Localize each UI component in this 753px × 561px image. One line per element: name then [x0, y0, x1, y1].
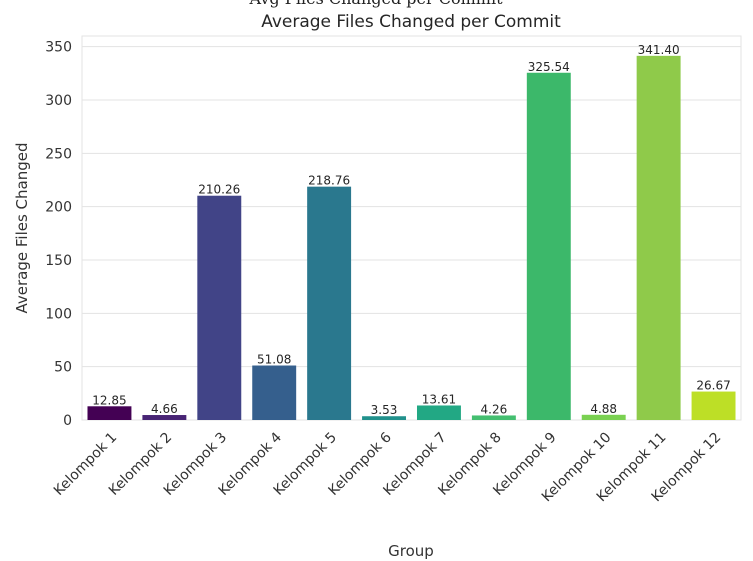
bars — [87, 55, 736, 421]
grid-lines — [82, 46, 741, 421]
bar-value-label: 218.76 — [308, 174, 350, 188]
bar-value-label: 4.88 — [590, 402, 617, 416]
bar-value-label: 341.40 — [638, 43, 680, 57]
bar — [87, 406, 132, 420]
bar — [471, 415, 516, 420]
y-axis-label: Average Files Changed — [13, 143, 31, 314]
y-tick-label: 250 — [45, 146, 72, 162]
clipped-caption: Avg Files Changed per Commit — [248, 0, 503, 8]
bar — [581, 414, 626, 420]
y-axis-ticks: 0 50 100 150 200 250 300 350 — [45, 40, 72, 429]
y-tick-label: 200 — [45, 200, 72, 216]
bar — [416, 405, 461, 420]
chart-title: Average Files Changed per Commit — [261, 12, 561, 32]
bar-value-label: 4.66 — [151, 402, 178, 416]
bar-value-label: 51.08 — [257, 353, 291, 367]
y-tick-label: 100 — [45, 306, 72, 322]
bar — [307, 186, 352, 420]
bar — [197, 195, 242, 420]
x-axis-label: Group — [388, 542, 434, 560]
bar — [636, 55, 681, 421]
bar-value-label: 325.54 — [528, 60, 570, 74]
y-tick-label: 300 — [45, 93, 72, 109]
bar-value-label: 4.26 — [481, 402, 508, 416]
y-tick-label: 0 — [63, 413, 72, 429]
y-tick-label: 150 — [45, 253, 72, 269]
bar — [691, 391, 736, 420]
bar-value-label: 12.85 — [92, 393, 126, 407]
bar-value-label: 3.53 — [371, 403, 398, 417]
bar — [142, 415, 187, 420]
bar — [362, 416, 407, 420]
bar — [252, 365, 297, 420]
data-labels: 12.85 4.66 210.26 51.08 218.76 3.53 13.61 4.26 3… — [92, 43, 730, 417]
bar-value-label: 13.61 — [422, 392, 456, 406]
bar-value-label: 210.26 — [198, 183, 240, 197]
y-tick-label: 350 — [45, 40, 72, 56]
bar — [526, 72, 571, 421]
bar-value-label: 26.67 — [696, 379, 730, 393]
y-tick-label: 50 — [54, 360, 72, 376]
